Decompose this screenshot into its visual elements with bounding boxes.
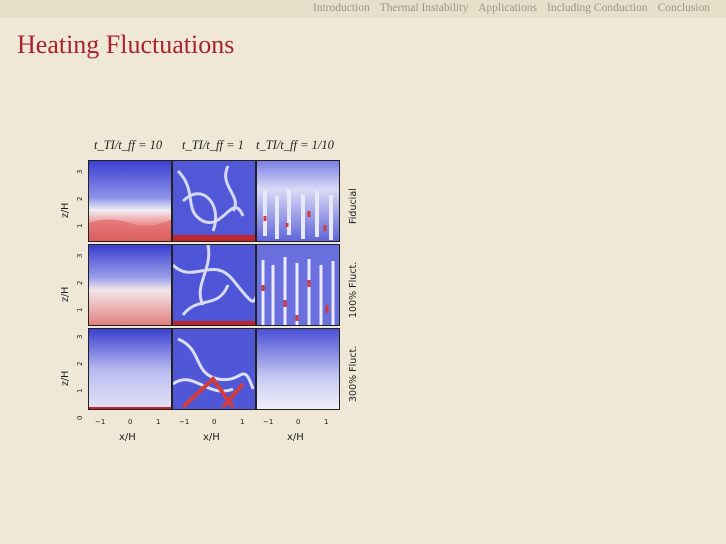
panel-fiducial-10 [88, 160, 172, 242]
panel-fiducial-1 [172, 160, 256, 242]
ytick-row2-2: 2 [76, 280, 84, 285]
ylabel-row1: z/H [60, 202, 71, 218]
column-header-2: t_TI/t_ff = 1 [182, 138, 244, 152]
ylabel-row3: z/H [60, 370, 71, 386]
xtick-c2-1: 1 [240, 418, 245, 426]
ytick-row1-3: 3 [76, 169, 84, 174]
row-label-fiducial: Fiducial [348, 188, 359, 224]
nav-conclusion[interactable]: Conclusion [657, 2, 710, 14]
row-label-300pct: 300% Fluct. [348, 345, 359, 402]
xtick-c2-m1: −1 [179, 418, 190, 426]
panel-300pct-10 [88, 328, 172, 410]
slide-title: Heating Fluctuations [17, 30, 235, 59]
panel-100pct-1 [172, 244, 256, 326]
nav-thermal-instability[interactable]: Thermal Instability [379, 2, 469, 14]
xtick-c3-0: 0 [296, 418, 301, 426]
xlabel-col2: x/H [203, 432, 220, 443]
section-nav: Introduction Thermal Instability Applica… [313, 2, 710, 14]
xtick-c1-0: 0 [128, 418, 133, 426]
nav-including-conduction[interactable]: Including Conduction [546, 2, 648, 14]
column-header-3: t_TI/t_ff = 1/10 [256, 138, 334, 152]
ytick-3: 3 [76, 334, 84, 339]
ytick-row1-2: 2 [76, 196, 84, 201]
ytick-row1-1: 1 [76, 223, 84, 228]
nav-applications[interactable]: Applications [478, 2, 537, 14]
xtick-c1-1: 1 [156, 418, 161, 426]
xlabel-col1: x/H [119, 432, 136, 443]
panel-300pct-0.1 [256, 328, 340, 410]
xlabel-col3: x/H [287, 432, 304, 443]
nav-introduction[interactable]: Introduction [312, 2, 370, 14]
panel-300pct-1 [172, 328, 256, 410]
ytick-0: 0 [76, 415, 84, 420]
panel-fiducial-0.1 [256, 160, 340, 242]
ytick-2: 2 [76, 361, 84, 366]
ylabel-row2: z/H [60, 286, 71, 302]
xtick-c1-m1: −1 [95, 418, 106, 426]
column-header-1: t_TI/t_ff = 10 [94, 138, 163, 152]
ytick-row2-1: 1 [76, 307, 84, 312]
panel-100pct-10 [88, 244, 172, 326]
panel-100pct-0.1 [256, 244, 340, 326]
xtick-c3-1: 1 [324, 418, 329, 426]
xtick-c3-m1: −1 [263, 418, 274, 426]
ytick-1: 1 [76, 388, 84, 393]
row-label-100pct: 100% Fluct. [348, 261, 359, 318]
xtick-c2-0: 0 [212, 418, 217, 426]
ytick-row2-3: 3 [76, 253, 84, 258]
simulation-grid-figure: t_TI/t_ff = 10 t_TI/t_ff = 1 t_TI/t_ff =… [52, 134, 372, 454]
top-nav-bar: Introduction Thermal Instability Applica… [0, 0, 726, 18]
